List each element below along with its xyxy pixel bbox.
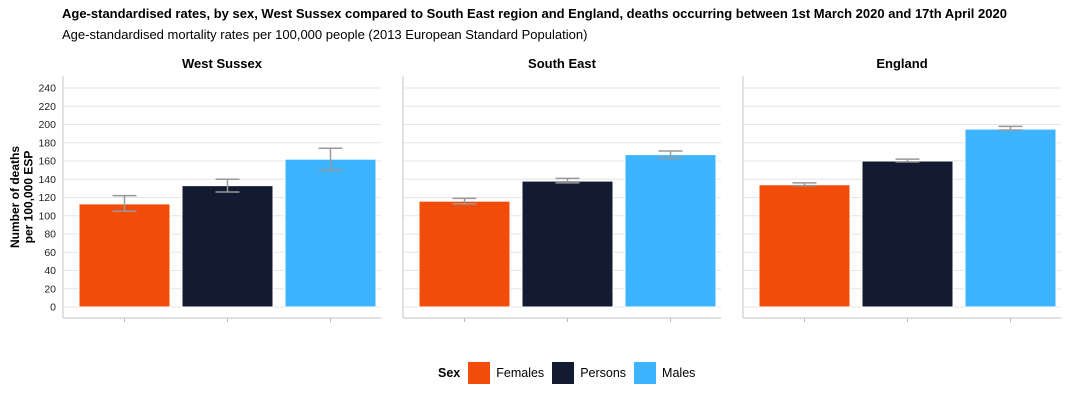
chart-area: Number of deathsper 100,000 ESP 0 20 40 60 80… [8,56,1061,322]
y-tick-label: 120 [38,192,56,204]
bar-west-sussex-persons [181,185,274,308]
panel-title-south-east: South East [528,56,597,71]
y-tick-label: 100 [38,210,56,222]
panel-title-west-sussex: West Sussex [182,56,263,71]
y-axis-label-line: per 100,000 ESP [22,151,36,244]
legend-item-persons: Persons [552,362,626,384]
y-tick-label: 140 [38,174,56,186]
legend-item-females: Females [468,362,544,384]
legend-swatch-persons [552,362,575,384]
panel-title-england: England [876,56,927,71]
y-axis-label: Number of deathsper 100,000 ESP [8,146,36,248]
legend-label-persons: Persons [580,366,627,380]
legend-item-males: Males [634,362,695,384]
y-tick-label: 160 [38,156,56,168]
bar-west-sussex-males [284,158,377,308]
y-axis-label-line: Number of deaths [8,146,22,248]
bar-south-east-persons [521,180,614,308]
bar-england-females [758,184,851,308]
bar-west-sussex-females [78,203,171,308]
y-tick-label: 180 [38,137,56,149]
chart-title: Age-standardised rates, by sex, West Sus… [62,6,1007,21]
legend-title: Sex [438,366,461,380]
chart-subtitle: Age-standardised mortality rates per 100… [62,27,588,42]
bar-south-east-females [418,200,511,308]
legend-label-males: Males [662,366,696,380]
y-tick-label: 60 [44,247,56,259]
legend: Sex Females Persons Males [438,360,703,386]
bar-england-persons [861,160,954,308]
y-tick-label: 220 [38,101,56,113]
y-tick-label: 20 [44,283,56,295]
legend-swatch-females [468,362,491,384]
legend-label-females: Females [496,366,545,380]
bar-south-east-males [624,154,717,308]
y-tick-label: 40 [44,265,56,277]
y-tick-label: 80 [44,229,56,241]
y-tick-label: 0 [50,302,56,314]
bar-england-males [964,128,1057,308]
y-tick-label: 200 [38,119,56,131]
y-tick-label: 240 [38,83,56,95]
legend-swatch-males [634,362,657,384]
